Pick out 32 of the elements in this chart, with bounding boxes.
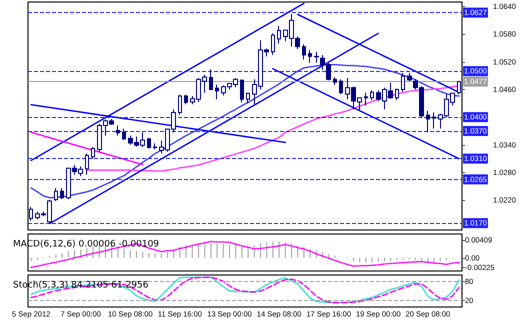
candlestick [178, 94, 182, 116]
candlestick [60, 188, 64, 200]
candlestick [116, 124, 120, 136]
candlestick [209, 68, 213, 90]
candlestick [314, 51, 319, 64]
candlestick [277, 25, 281, 44]
candlestick [215, 84, 219, 100]
candlestick [246, 92, 250, 104]
candlestick [29, 206, 33, 222]
candlestick [85, 153, 89, 176]
candlestick [457, 80, 461, 95]
candlestick [395, 88, 399, 101]
candlestick [122, 128, 126, 141]
candlestick [339, 78, 343, 95]
candlestick [364, 92, 368, 106]
candlestick [407, 72, 412, 82]
candlestick [308, 49, 312, 64]
candlestick [302, 44, 306, 60]
candlestick [432, 112, 436, 130]
candlestick [370, 90, 374, 101]
candlestick [271, 32, 275, 56]
candlestick [426, 110, 430, 133]
candlestick [54, 188, 58, 202]
candlestick [147, 137, 151, 149]
line-series [86, 85, 460, 172]
candlestick [401, 72, 405, 92]
candlestick [184, 94, 188, 105]
candlestick [333, 76, 337, 86]
candlestick [153, 142, 157, 150]
line-series [30, 64, 460, 198]
candlestick [91, 146, 95, 160]
candlestick [240, 78, 244, 103]
